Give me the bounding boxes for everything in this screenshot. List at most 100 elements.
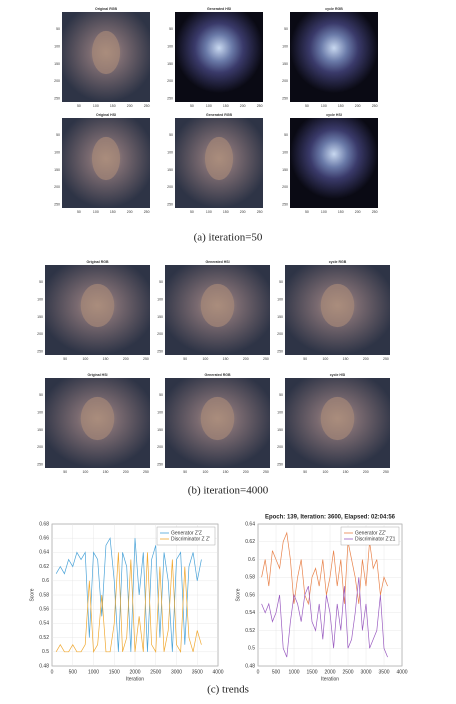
- legend-label: Discriminator Z'Z1: [355, 536, 396, 542]
- image-tick: 200: [123, 357, 129, 361]
- image-tick: 200: [167, 185, 173, 189]
- caption: (a) iteration=50: [194, 232, 263, 244]
- image-tick: 150: [167, 168, 173, 172]
- chart-title: Epoch: 139, Iteration: 3600, Elapsed: 02…: [265, 515, 396, 521]
- image-tick: 250: [282, 96, 288, 100]
- image-tick: 50: [284, 133, 288, 137]
- x-axis-label: Iteration: [321, 676, 339, 682]
- x-tick-label: 4000: [212, 669, 223, 675]
- image-tick: 50: [159, 280, 163, 284]
- image-tick: 50: [63, 470, 67, 474]
- caption: (b) iteration=4000: [188, 485, 269, 497]
- image-tick: 200: [123, 470, 129, 474]
- image: [290, 118, 378, 208]
- legend-label: Generator Z'Z: [171, 530, 202, 536]
- image-tick: 150: [223, 210, 229, 214]
- image-tick: 250: [157, 462, 163, 466]
- x-tick-label: 3500: [378, 669, 389, 675]
- image-tick: 150: [223, 104, 229, 108]
- image-tick: 50: [77, 104, 81, 108]
- image-tick: 200: [243, 357, 249, 361]
- image-tick: 100: [167, 151, 173, 155]
- image-tick: 150: [223, 470, 229, 474]
- face: [200, 396, 235, 441]
- image-tick: 50: [39, 393, 43, 397]
- image-title: cycle HSI: [326, 113, 342, 117]
- image-tick: 100: [37, 411, 43, 415]
- image-title: Generated RGB: [206, 113, 233, 117]
- image-tick: 200: [282, 79, 288, 83]
- y-tick-label: 0.56: [39, 607, 49, 613]
- image-tick: 50: [305, 104, 309, 108]
- image-tick: 100: [167, 45, 173, 49]
- y-tick-label: 0.48: [39, 663, 49, 669]
- image-tick: 250: [144, 210, 150, 214]
- image-tick: 250: [372, 104, 378, 108]
- image-tick: 200: [37, 445, 43, 449]
- image-tick: 50: [190, 104, 194, 108]
- image-tick: 100: [93, 104, 99, 108]
- x-tick-label: 0: [51, 669, 54, 675]
- image-title: Original RGB: [95, 7, 117, 11]
- image-tick: 250: [144, 104, 150, 108]
- image-tick: 150: [338, 210, 344, 214]
- image-tick: 250: [37, 349, 43, 353]
- image-title: Generated RGB: [204, 373, 231, 377]
- image-title: cycle RGB: [329, 260, 347, 264]
- image-tick: 50: [63, 357, 67, 361]
- y-tick-label: 0.66: [39, 536, 49, 542]
- image-tick: 150: [54, 62, 60, 66]
- x-tick-label: 4000: [396, 669, 407, 675]
- x-tick-label: 1000: [288, 669, 299, 675]
- y-tick-label: 0.52: [39, 635, 49, 641]
- image-tick: 100: [282, 151, 288, 155]
- image-tick: 200: [54, 185, 60, 189]
- image-tick: 250: [143, 357, 149, 361]
- y-tick-label: 0.54: [39, 621, 49, 627]
- x-tick-label: 3000: [171, 669, 182, 675]
- legend-label: Discriminator Z Z': [171, 536, 210, 542]
- image-tick: 50: [77, 210, 81, 214]
- x-tick-label: 2000: [324, 669, 335, 675]
- image-tick: 100: [321, 104, 327, 108]
- image-tick: 200: [282, 185, 288, 189]
- x-tick-label: 1500: [109, 669, 120, 675]
- image-tick: 150: [277, 428, 283, 432]
- y-tick-label: 0.48: [245, 663, 255, 669]
- image-tick: 50: [56, 133, 60, 137]
- face: [320, 283, 355, 328]
- image-tick: 200: [157, 445, 163, 449]
- image-tick: 150: [343, 470, 349, 474]
- image-tick: 200: [355, 210, 361, 214]
- legend-box: [156, 526, 216, 546]
- face: [91, 136, 121, 181]
- image-title: Original HSI: [96, 113, 116, 117]
- image-tick: 150: [103, 357, 109, 361]
- image-tick: 150: [157, 315, 163, 319]
- image-tick: 200: [363, 470, 369, 474]
- y-axis-label: Score: [235, 588, 241, 601]
- image-tick: 250: [54, 96, 60, 100]
- image-tick: 100: [157, 411, 163, 415]
- image-tick: 200: [127, 210, 133, 214]
- x-tick-label: 2500: [342, 669, 353, 675]
- face: [320, 396, 355, 441]
- image-tick: 100: [206, 210, 212, 214]
- image-tick: 150: [103, 470, 109, 474]
- image-tick: 150: [223, 357, 229, 361]
- image-tick: 100: [277, 298, 283, 302]
- y-tick-label: 0.5: [248, 646, 255, 652]
- face: [80, 283, 115, 328]
- image-tick: 50: [190, 210, 194, 214]
- legend-label: Generator ZZ': [355, 530, 386, 536]
- y-tick-label: 0.68: [39, 521, 49, 527]
- image-tick: 150: [37, 428, 43, 432]
- y-tick-label: 0.56: [245, 592, 255, 598]
- image-tick: 100: [157, 298, 163, 302]
- image-tick: 100: [322, 357, 328, 361]
- image-tick: 250: [263, 470, 269, 474]
- face: [200, 283, 235, 328]
- image-tick: 150: [338, 104, 344, 108]
- image-tick: 150: [167, 62, 173, 66]
